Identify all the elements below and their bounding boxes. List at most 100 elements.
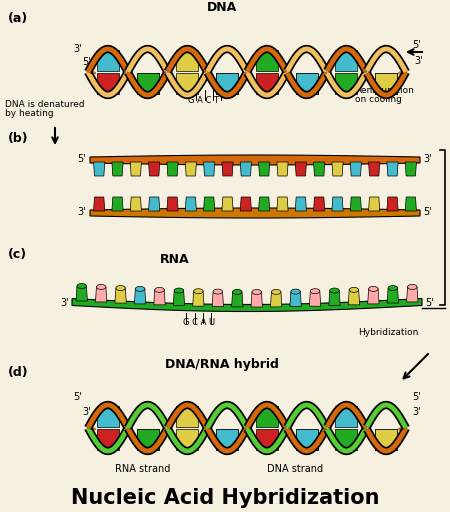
Polygon shape <box>130 197 141 211</box>
Polygon shape <box>94 197 105 211</box>
Polygon shape <box>193 291 204 306</box>
FancyBboxPatch shape <box>216 73 238 94</box>
Polygon shape <box>212 292 224 307</box>
FancyBboxPatch shape <box>375 73 397 94</box>
Text: 5': 5' <box>412 40 421 50</box>
Polygon shape <box>167 197 178 211</box>
Polygon shape <box>387 162 398 176</box>
Text: 3': 3' <box>77 207 86 217</box>
Polygon shape <box>112 162 123 176</box>
FancyBboxPatch shape <box>216 73 238 94</box>
FancyBboxPatch shape <box>137 73 158 94</box>
FancyBboxPatch shape <box>296 73 318 94</box>
Text: 5': 5' <box>73 392 82 402</box>
Ellipse shape <box>96 285 106 289</box>
Polygon shape <box>295 197 306 211</box>
Polygon shape <box>407 287 418 302</box>
Text: G A C T: G A C T <box>188 96 219 105</box>
FancyBboxPatch shape <box>176 73 198 94</box>
Ellipse shape <box>194 289 203 294</box>
Polygon shape <box>112 197 123 211</box>
Text: 5': 5' <box>77 154 86 164</box>
Polygon shape <box>94 162 105 176</box>
Text: (d): (d) <box>8 366 29 379</box>
Ellipse shape <box>369 286 378 291</box>
Polygon shape <box>222 197 233 211</box>
Text: Hybridization: Hybridization <box>358 328 419 337</box>
Text: 3': 3' <box>60 298 68 308</box>
Ellipse shape <box>388 286 397 290</box>
Polygon shape <box>290 292 302 307</box>
Ellipse shape <box>233 289 242 294</box>
FancyBboxPatch shape <box>375 429 397 450</box>
Polygon shape <box>95 287 107 302</box>
Polygon shape <box>368 289 379 304</box>
FancyBboxPatch shape <box>176 50 198 71</box>
Polygon shape <box>405 197 416 211</box>
Text: DNA strand: DNA strand <box>267 464 323 474</box>
FancyBboxPatch shape <box>176 429 198 450</box>
Polygon shape <box>277 197 288 211</box>
Polygon shape <box>173 290 184 306</box>
FancyBboxPatch shape <box>296 429 318 450</box>
Polygon shape <box>387 197 398 211</box>
FancyBboxPatch shape <box>97 406 119 427</box>
FancyBboxPatch shape <box>256 406 278 427</box>
Polygon shape <box>203 197 215 211</box>
Text: (a): (a) <box>8 12 28 25</box>
Polygon shape <box>90 208 420 218</box>
Text: RNA strand: RNA strand <box>115 464 171 474</box>
Polygon shape <box>232 292 243 307</box>
Polygon shape <box>369 162 380 176</box>
FancyBboxPatch shape <box>137 429 158 450</box>
Ellipse shape <box>408 285 417 289</box>
Ellipse shape <box>135 286 145 291</box>
Text: by heating: by heating <box>5 109 54 118</box>
Polygon shape <box>259 197 270 211</box>
Polygon shape <box>154 290 165 305</box>
FancyBboxPatch shape <box>176 406 198 427</box>
Polygon shape <box>148 162 160 176</box>
Polygon shape <box>295 162 306 176</box>
Text: (c): (c) <box>8 248 27 261</box>
Text: DNA is denatured: DNA is denatured <box>5 100 85 109</box>
FancyBboxPatch shape <box>256 429 278 450</box>
Text: 5': 5' <box>423 207 432 217</box>
Ellipse shape <box>349 287 359 292</box>
Polygon shape <box>222 162 233 176</box>
Text: 3': 3' <box>82 407 90 417</box>
FancyBboxPatch shape <box>97 73 119 94</box>
Polygon shape <box>167 162 178 176</box>
FancyBboxPatch shape <box>335 73 357 94</box>
Text: Renaturation: Renaturation <box>355 86 414 95</box>
FancyBboxPatch shape <box>137 429 158 450</box>
FancyBboxPatch shape <box>335 50 357 71</box>
FancyBboxPatch shape <box>296 73 318 94</box>
Ellipse shape <box>310 289 320 294</box>
Text: Nucleic Acid Hybridization: Nucleic Acid Hybridization <box>71 488 379 508</box>
Text: 3': 3' <box>412 407 421 417</box>
Text: 3': 3' <box>423 154 432 164</box>
Polygon shape <box>185 197 197 211</box>
Polygon shape <box>277 162 288 176</box>
FancyBboxPatch shape <box>216 429 238 450</box>
Polygon shape <box>148 197 160 211</box>
Polygon shape <box>369 197 380 211</box>
Polygon shape <box>314 162 325 176</box>
Polygon shape <box>240 162 252 176</box>
Text: 3': 3' <box>73 44 81 54</box>
Ellipse shape <box>271 289 281 294</box>
Polygon shape <box>115 288 126 303</box>
Text: 5': 5' <box>82 57 91 67</box>
Text: on cooling: on cooling <box>355 95 402 104</box>
Polygon shape <box>348 290 360 305</box>
Text: DNA/RNA hybrid: DNA/RNA hybrid <box>165 358 279 371</box>
Polygon shape <box>185 162 197 176</box>
FancyBboxPatch shape <box>97 50 119 71</box>
Polygon shape <box>309 291 321 306</box>
Text: G C A U: G C A U <box>183 318 215 327</box>
Polygon shape <box>329 290 340 306</box>
FancyBboxPatch shape <box>97 429 119 450</box>
Polygon shape <box>72 298 422 311</box>
Polygon shape <box>135 289 146 304</box>
